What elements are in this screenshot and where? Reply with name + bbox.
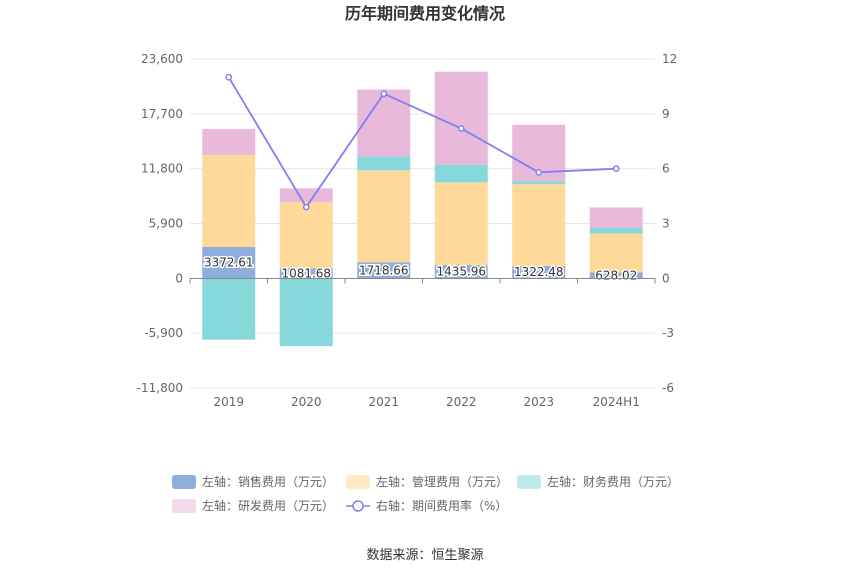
bar-segment	[589, 207, 643, 228]
bar-segment	[357, 156, 411, 171]
rate-line	[227, 76, 617, 209]
legend-swatch	[172, 475, 196, 489]
legend-label: 左轴：财务费用（万元）	[547, 474, 679, 489]
legend-item: 左轴：研发费用（万元）	[172, 498, 334, 513]
bar-value-label: 1435.96	[436, 265, 486, 279]
bar-segment	[589, 227, 643, 234]
legend-swatch	[346, 475, 370, 489]
rate-point	[225, 73, 233, 81]
bar-value-label: 1718.66	[359, 263, 409, 277]
legend-label: 左轴：研发费用（万元）	[202, 498, 334, 513]
bar-segment	[279, 188, 333, 203]
legend-item: 左轴：财务费用（万元）	[517, 474, 679, 489]
x-tick-label: 2021	[368, 395, 399, 409]
bar-segment	[357, 262, 411, 279]
bar-segment	[357, 89, 411, 157]
rate-point	[457, 125, 465, 132]
bar-segment	[279, 268, 333, 279]
bar-value-label: 1322.48	[514, 265, 564, 279]
rate-point	[380, 90, 388, 98]
bar-segment	[512, 184, 566, 267]
bar-segment	[202, 128, 256, 155]
rate-point	[302, 203, 310, 211]
bar-segment	[202, 246, 256, 279]
legend-label: 左轴：管理费用（万元）	[376, 474, 508, 489]
bar-segment	[512, 266, 566, 279]
bar-segment	[279, 278, 333, 347]
x-tick-label: 2020	[291, 395, 322, 409]
rate-point	[535, 168, 543, 176]
legend-label: 右轴：期间费用率（%）	[376, 498, 507, 513]
bar-segment	[434, 164, 488, 183]
x-tick-label: 2019	[213, 395, 244, 409]
bar-series	[202, 71, 643, 347]
left-tick-label: 5,900	[149, 217, 183, 231]
x-tick-label: 2024H1	[593, 395, 640, 409]
line-series	[225, 73, 620, 211]
bar-segment	[202, 154, 256, 247]
bar-segment	[434, 71, 488, 165]
left-tick-label: -5,900	[144, 326, 183, 340]
bar-segment	[434, 264, 488, 279]
x-tick-label: 2022	[446, 395, 477, 409]
left-tick-label: 23,600	[141, 52, 183, 66]
right-tick-label: -3	[662, 326, 674, 340]
legend-swatch	[172, 499, 196, 513]
left-tick-label: 0	[175, 271, 183, 285]
legend-item: 左轴：销售费用（万元）	[172, 474, 334, 489]
bar-segment	[589, 272, 643, 279]
right-tick-label: 0	[662, 271, 670, 285]
left-tick-label: 17,700	[141, 107, 183, 121]
axes: 23,600 12 17,700 9 11,800 6 5,900 3 0 0 -5,900 -3 -1…	[137, 52, 678, 409]
bar-value-label: 1081.68	[281, 266, 331, 280]
chart-title: 历年期间费用变化情况	[345, 4, 505, 23]
legend-item: 左轴：管理费用（万元）	[346, 474, 508, 489]
right-tick-label: 12	[662, 52, 677, 66]
legend: 左轴：销售费用（万元） 左轴：管理费用（万元） 左轴：财务费用（万元） 左轴：研发费用…	[172, 474, 679, 513]
left-tick-label: -11,800	[137, 381, 183, 395]
bar-value-label: 3372.61	[204, 256, 254, 270]
data-labels: 3372.61 1081.68 1718.66 1435.96 1322.48 628.0…	[202, 254, 638, 284]
right-tick-label: 9	[662, 107, 670, 121]
right-tick-label: 3	[662, 217, 670, 231]
left-tick-label: 11,800	[141, 162, 183, 176]
legend-label: 左轴：销售费用（万元）	[202, 474, 334, 489]
bar-segment	[434, 182, 488, 265]
gridlines	[190, 58, 655, 389]
data-source: 数据来源：恒生聚源	[366, 548, 483, 563]
bar-segment	[512, 181, 566, 185]
x-tick-label: 2023	[523, 395, 554, 409]
bar-segment	[279, 202, 333, 269]
rate-point	[612, 165, 620, 173]
legend-item: 右轴：期间费用率（%）	[346, 498, 507, 513]
bar-segment	[202, 278, 256, 340]
legend-marker	[352, 500, 364, 512]
right-tick-label: 6	[662, 162, 670, 176]
right-tick-label: -6	[662, 381, 674, 395]
legend-swatch	[517, 475, 541, 489]
bar-segment	[589, 233, 643, 273]
bar-segment	[357, 170, 411, 263]
bar-value-label: 628.02	[595, 268, 637, 282]
